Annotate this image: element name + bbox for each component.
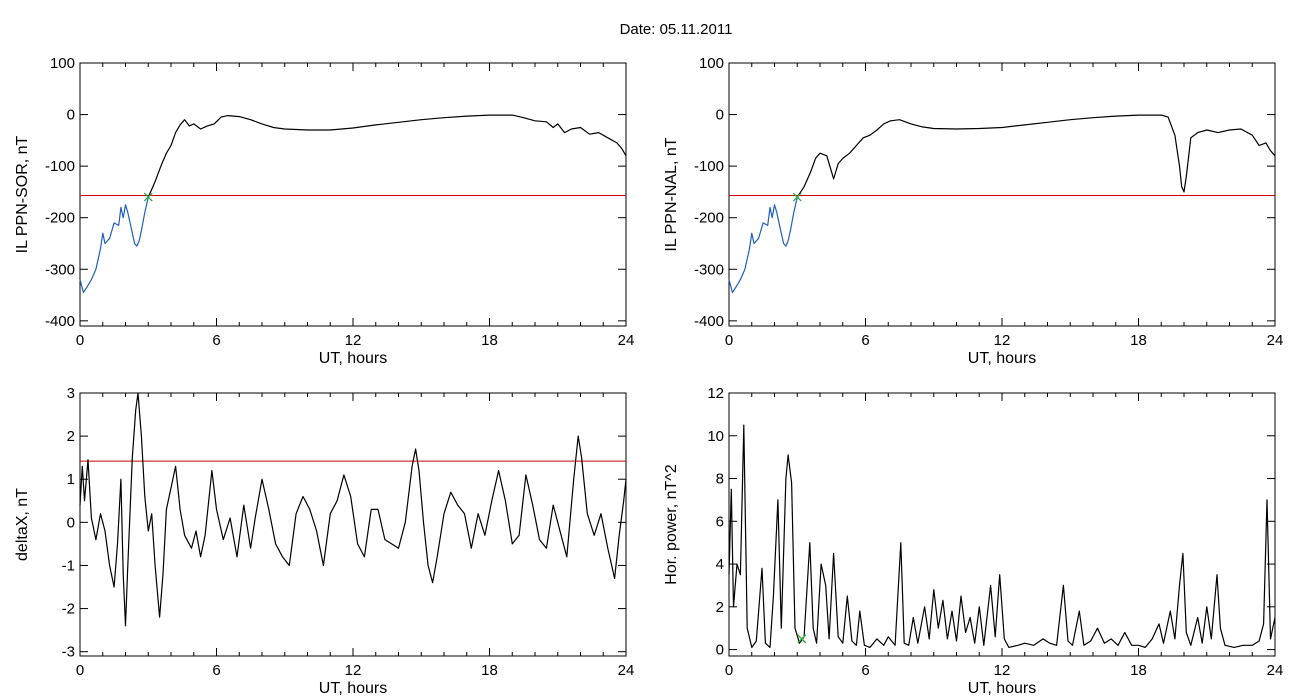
x-tick-label: 6 bbox=[861, 332, 869, 349]
y-axis-label: IL PPN-SOR, nT bbox=[14, 135, 31, 253]
y-tick-label: 1 bbox=[67, 471, 75, 488]
y-tick-label: 4 bbox=[716, 556, 724, 573]
panel-2: 0 6 12 18 24 100 0 -100 -200 -300 -400 UT, hours IL … bbox=[663, 55, 1283, 367]
y-tick-label: -1 bbox=[62, 557, 75, 574]
x-tick-label: 12 bbox=[345, 662, 362, 679]
x-tick-label: 0 bbox=[76, 332, 84, 349]
y-tick-label: 6 bbox=[716, 513, 724, 530]
x-tick-label: 0 bbox=[76, 662, 84, 679]
x-tick-label: 12 bbox=[345, 332, 362, 349]
x-axis-label: UT, hours bbox=[968, 350, 1036, 367]
x-tick-label: 0 bbox=[725, 332, 733, 349]
y-tick-label: -3 bbox=[62, 644, 75, 661]
y-tick-label: 0 bbox=[67, 107, 75, 124]
y-tick-label: 0 bbox=[716, 642, 724, 659]
plot-frame bbox=[79, 62, 627, 327]
marker-point bbox=[797, 634, 807, 644]
x-tick-label: 24 bbox=[1267, 662, 1284, 679]
y-tick-label: 2 bbox=[716, 599, 724, 616]
x-axis-label: UT, hours bbox=[319, 680, 387, 697]
y-axis-label: Hor. power, nT^2 bbox=[663, 464, 680, 585]
y-tick-label: 8 bbox=[716, 471, 724, 488]
x-tick-label: 12 bbox=[994, 662, 1011, 679]
y-tick-label: -300 bbox=[694, 261, 724, 278]
x-tick-label: 24 bbox=[1267, 332, 1284, 349]
panel-1: 0 6 12 18 24 100 0 -100 -200 -300 -400 UT, hours IL … bbox=[14, 55, 634, 367]
y-tick-label: -200 bbox=[45, 210, 75, 227]
marker-point bbox=[143, 192, 153, 202]
x-tick-label: 6 bbox=[212, 332, 220, 349]
y-tick-label: 0 bbox=[67, 514, 75, 531]
y-tick-label: 12 bbox=[707, 385, 724, 402]
y-tick-label: -400 bbox=[45, 313, 75, 330]
panel-4: 0 6 12 18 24 12 10 8 6 4 2 0 UT, hours Hor. power, nT… bbox=[663, 385, 1283, 697]
y-tick-label: 100 bbox=[50, 55, 75, 72]
y-tick-label: 10 bbox=[707, 428, 724, 445]
y-axis-label: IL PPN-NAL, nT bbox=[663, 137, 680, 251]
x-tick-label: 18 bbox=[1130, 332, 1147, 349]
x-axis-label: UT, hours bbox=[319, 350, 387, 367]
y-tick-label: 100 bbox=[699, 55, 724, 72]
x-tick-label: 0 bbox=[725, 662, 733, 679]
y-tick-label: 0 bbox=[716, 107, 724, 124]
x-axis-label: UT, hours bbox=[968, 680, 1036, 697]
y-tick-label: -100 bbox=[45, 158, 75, 175]
series-line-1 bbox=[728, 196, 798, 294]
series-line-1 bbox=[79, 392, 627, 627]
x-tick-label: 6 bbox=[212, 662, 220, 679]
series-line-2 bbox=[147, 114, 627, 198]
y-tick-label: 3 bbox=[67, 385, 75, 402]
x-tick-label: 18 bbox=[1130, 662, 1147, 679]
series-line-2 bbox=[796, 114, 1276, 198]
y-tick-label: -100 bbox=[694, 158, 724, 175]
x-tick-label: 24 bbox=[618, 662, 635, 679]
plot-frame bbox=[79, 392, 627, 657]
x-tick-label: 24 bbox=[618, 332, 635, 349]
y-tick-label: -2 bbox=[62, 601, 75, 618]
figure-title: Date: 05.11.2011 bbox=[620, 21, 733, 38]
x-tick-label: 6 bbox=[861, 662, 869, 679]
y-tick-label: -300 bbox=[45, 261, 75, 278]
plot-frame bbox=[728, 62, 1276, 327]
x-tick-label: 18 bbox=[481, 662, 498, 679]
y-tick-label: -200 bbox=[694, 210, 724, 227]
y-tick-label: -400 bbox=[694, 313, 724, 330]
marker-point bbox=[792, 192, 802, 202]
panel-3: 0 6 12 18 24 3 2 1 0 -1 -2 -3 UT, hours deltaX, nT bbox=[14, 385, 634, 697]
x-tick-label: 12 bbox=[994, 332, 1011, 349]
series-line-1 bbox=[728, 424, 1276, 648]
x-tick-label: 18 bbox=[481, 332, 498, 349]
series-line-1 bbox=[79, 196, 149, 294]
y-tick-label: 2 bbox=[67, 428, 75, 445]
plot-frame bbox=[728, 392, 1276, 657]
y-axis-label: deltaX, nT bbox=[14, 488, 31, 561]
